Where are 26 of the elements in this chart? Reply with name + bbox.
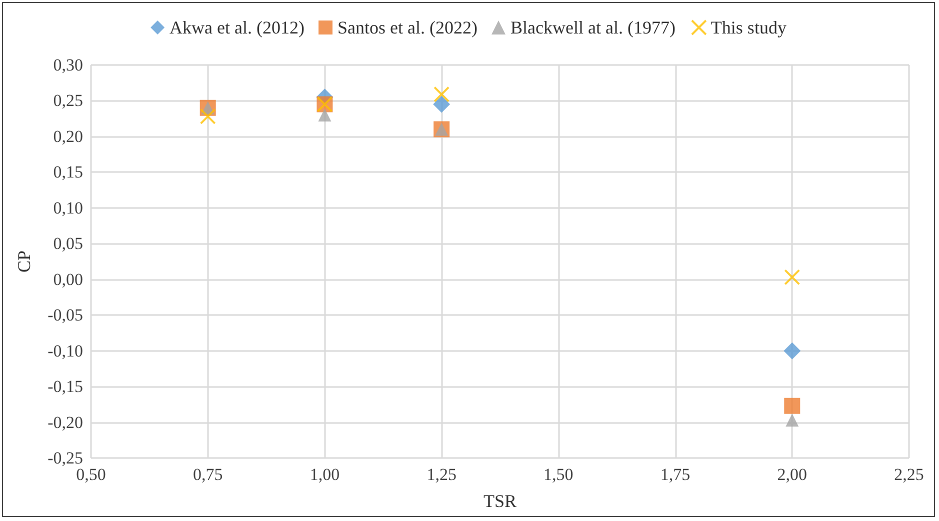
x-axis-title: TSR: [483, 491, 517, 511]
legend-label: Akwa et al. (2012): [170, 18, 305, 38]
x-tick-label: 1,25: [426, 465, 456, 484]
x-tick-label: 0,75: [192, 465, 223, 484]
y-tick-label: 0,10: [53, 198, 83, 218]
y-tick-label: 0,30: [53, 56, 83, 74]
x-tick-label: 2,25: [894, 465, 924, 484]
x-tick-label: 0,50: [76, 465, 106, 484]
y-tick-label: 0,25: [53, 91, 83, 110]
y-tick-label: -0,25: [48, 448, 83, 468]
legend-label: Santos et al. (2022): [338, 18, 478, 38]
x-tick-label: 1,50: [544, 465, 574, 484]
x-tick-label: 2,00: [777, 465, 808, 484]
y-tick-label: -0,05: [48, 306, 83, 325]
legend-label: Blackwell at al. (1977): [510, 18, 676, 38]
y-tick-label: 0,20: [53, 126, 83, 146]
y-tick-label: 0,05: [53, 234, 83, 254]
y-tick-label: -0,15: [48, 377, 83, 396]
x-tick-label: 1,75: [660, 465, 690, 484]
y-tick-label: 0,15: [53, 162, 83, 182]
y-axis-title: CP: [14, 250, 34, 273]
y-tick-label: 0,00: [53, 270, 83, 289]
x-tick-label: 1,00: [310, 465, 340, 484]
y-tick-label: -0,20: [48, 412, 83, 432]
y-tick-label: -0,10: [48, 341, 83, 360]
legend-label: This study: [710, 18, 786, 38]
